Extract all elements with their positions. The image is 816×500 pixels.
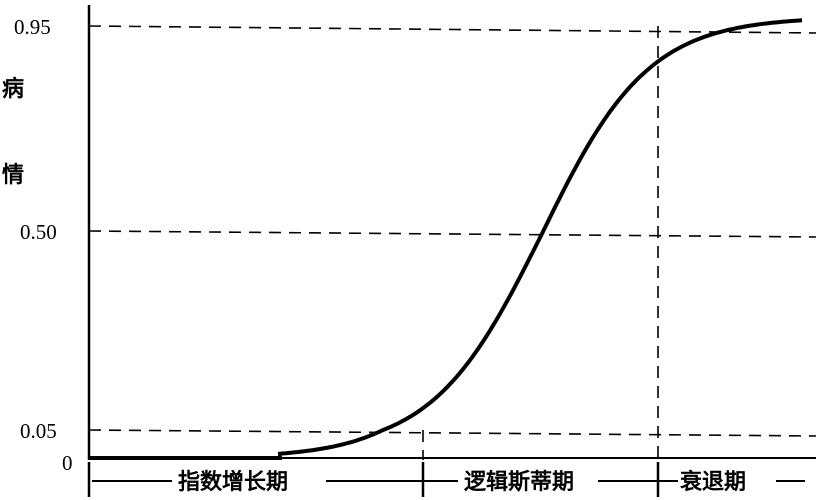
- logistic-curve: [89, 18, 803, 460]
- phase-label-decline: 衰退期: [679, 469, 746, 495]
- reference-line: [88, 25, 816, 34]
- y-axis-label-2: 情: [2, 162, 24, 188]
- reference-line: [88, 429, 816, 437]
- y-tick-095: 0.95: [14, 15, 51, 39]
- phase-label-logistic: 逻辑斯蒂期: [464, 469, 574, 495]
- y-tick-005: 0.05: [20, 419, 57, 443]
- reference-line: [88, 230, 816, 238]
- y-tick-0: 0: [62, 451, 73, 475]
- y-tick-050: 0.50: [20, 220, 57, 244]
- y-axis-label-1: 病: [2, 76, 24, 102]
- phase-label-exponential: 指数增长期: [178, 469, 288, 495]
